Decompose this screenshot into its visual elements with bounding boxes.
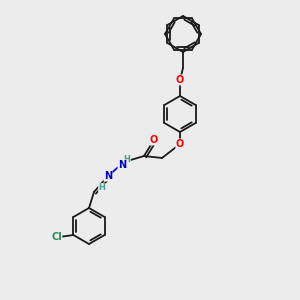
Text: O: O [150, 135, 158, 145]
Text: Cl: Cl [51, 232, 62, 242]
Text: O: O [176, 139, 184, 149]
Text: H: H [99, 184, 105, 193]
Text: H: H [124, 154, 130, 164]
Text: O: O [176, 75, 184, 85]
Text: N: N [118, 160, 126, 170]
Text: N: N [104, 171, 112, 181]
